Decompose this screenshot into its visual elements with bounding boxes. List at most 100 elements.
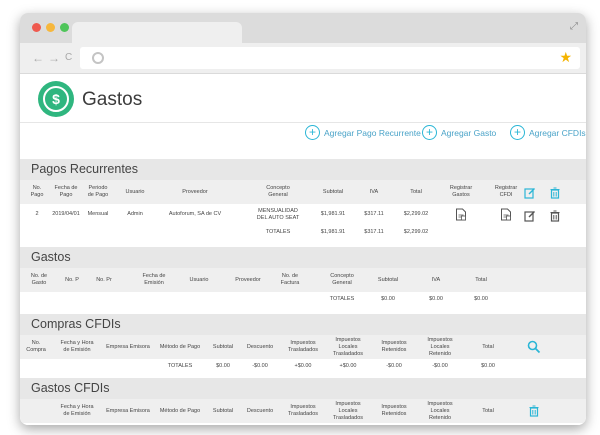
forward-icon[interactable]: →: [48, 51, 60, 65]
column-header: No. Pago: [30, 185, 44, 198]
column-header: No. Pr: [96, 277, 112, 283]
cfdi-purchases-section: Compras CFDIs No. Compra Fecha y Hora de Em…: [20, 314, 586, 375]
totals-row: TOTALES $0.00 -$0.00 +$0.00 +$0.00 -$0.00 -$0.…: [20, 359, 586, 375]
totals-row: TOTALES $0.00 $0.00 $0.00: [20, 292, 586, 308]
column-header: Total: [482, 408, 494, 414]
address-bar[interactable]: ★: [80, 47, 580, 69]
totals-imp-ret: -$0.00: [386, 363, 402, 369]
add-cfdis-button[interactable]: + Agregar CFDIs: [510, 125, 586, 140]
column-header: Subtotal: [212, 408, 234, 414]
totals-imp-tras: +$0.00: [294, 363, 312, 369]
totals-total: $0.00: [481, 363, 495, 369]
table-cell: $1,981.91: [320, 211, 346, 217]
title-bar: ⤢: [20, 13, 586, 43]
table-cell: $2,299.02: [403, 211, 429, 217]
edit-icon[interactable]: [524, 186, 536, 204]
column-header: Fecha de Pago: [54, 185, 78, 198]
column-header: Subtotal: [377, 277, 399, 283]
column-header: Subtotal: [212, 344, 234, 350]
minimize-window-button[interactable]: [46, 23, 55, 32]
back-icon[interactable]: ←: [32, 51, 44, 65]
totals-descuento: -$0.00: [252, 363, 268, 369]
section-title: Pagos Recurrentes: [20, 159, 586, 180]
totals-subtotal: $0.00: [381, 296, 395, 302]
column-header: Proveedor: [235, 277, 261, 283]
column-header: Total: [410, 189, 422, 195]
app-header: $ Gastos: [20, 75, 586, 123]
browser-tab[interactable]: [72, 22, 242, 43]
money-bag-logo-icon: $: [38, 81, 74, 117]
totals-iva: $317.11: [364, 229, 384, 235]
trash-icon[interactable]: [529, 404, 540, 422]
column-header: Descuento: [246, 344, 274, 350]
column-header: Usuario: [189, 277, 209, 283]
browser-window: ⤢ ← → C ★ $ Gastos + Agregar Pago Recurr…: [20, 13, 586, 425]
table-cell: 2019/04/01: [52, 211, 80, 217]
column-header: Empresa Emisora: [106, 344, 150, 350]
column-header: Total: [482, 344, 494, 350]
register-expense-doc-icon[interactable]: [456, 208, 467, 226]
table-cell: 2: [35, 211, 39, 217]
register-cfdi-doc-icon[interactable]: [501, 208, 512, 226]
add-expense-button[interactable]: + Agregar Gasto: [422, 125, 496, 140]
column-header: Descuento: [246, 408, 274, 414]
column-header: Impuestos Locales Retenido: [427, 401, 453, 421]
edit-row-icon[interactable]: [524, 209, 536, 227]
totals-imp-loc-ret: -$0.00: [432, 363, 448, 369]
table-cell: Admin: [127, 211, 143, 217]
table-header: No. Compra Fecha y Hora de Emisión Empresa E…: [20, 335, 586, 359]
plus-circle-icon: +: [422, 125, 437, 140]
section-title: Compras CFDIs: [20, 314, 586, 335]
column-header: Método de Pago: [159, 344, 201, 350]
column-header: Subtotal: [322, 189, 344, 195]
expand-icon[interactable]: ⤢: [570, 21, 578, 32]
column-header: Registrar CFDI: [494, 185, 518, 198]
table-cell: Autoforum, SA de CV: [168, 211, 222, 217]
plus-circle-icon: +: [305, 125, 320, 140]
table-header: Fecha y Hora de Emisión Empresa Emisora Mét…: [20, 399, 586, 423]
column-header: Fecha y Hora de Emisión: [60, 340, 94, 353]
action-label: Agregar Pago Recurrente: [324, 127, 421, 138]
page-title: Gastos: [82, 89, 143, 110]
column-header: Usuario: [125, 189, 145, 195]
add-recurring-payment-button[interactable]: + Agregar Pago Recurrente: [305, 125, 421, 140]
table-cell: MENSUALIDAD DEL AUTO SEAT: [256, 208, 300, 221]
section-title: Gastos: [20, 247, 586, 268]
plus-circle-icon: +: [510, 125, 525, 140]
close-window-button[interactable]: [32, 23, 41, 32]
delete-row-icon[interactable]: [550, 209, 561, 227]
column-header: Fecha y Hora de Emisión: [60, 404, 94, 417]
column-header: Impuestos Locales Trasladados: [332, 337, 364, 357]
totals-subtotal: $1,981.91: [320, 229, 346, 235]
bookmark-star-icon[interactable]: ★: [559, 49, 572, 65]
column-header: Registrar Gastos: [449, 185, 473, 198]
column-header: Concepto General: [330, 273, 354, 286]
recurring-payments-section: Pagos Recurrentes No. Pago Fecha de Pago Per…: [20, 159, 586, 241]
totals-label: TOTALES: [265, 229, 291, 235]
reload-icon[interactable]: C: [65, 52, 73, 63]
action-bar: + Agregar Pago Recurrente + Agregar Gast…: [20, 123, 586, 145]
action-label: Agregar CFDIs: [529, 127, 586, 138]
search-icon[interactable]: [527, 340, 541, 359]
column-header: No. de Factura: [280, 273, 300, 286]
action-label: Agregar Gasto: [441, 127, 497, 138]
navigation-bar: ← → C ★: [20, 43, 586, 74]
column-header: IVA: [431, 277, 441, 283]
column-header: Empresa Emisora: [106, 408, 150, 414]
totals-label: TOTALES: [167, 363, 193, 369]
expenses-section: Gastos No. de Gasto No. P No. Pr Fecha de Emi…: [20, 247, 586, 308]
section-title: Gastos CFDIs: [20, 378, 586, 399]
column-header: Impuestos Trasladados: [287, 340, 319, 353]
table-cell: Mensual: [87, 211, 109, 217]
totals-total: $0.00: [474, 296, 488, 302]
column-header: Fecha de Emisión: [142, 273, 166, 286]
maximize-window-button[interactable]: [60, 23, 69, 32]
column-header: Proveedor: [182, 189, 208, 195]
column-header: Impuestos Retenidos: [381, 404, 407, 417]
trash-icon[interactable]: [550, 186, 561, 204]
table-row: 2 2019/04/01 Mensual Admin Autoforum, SA de …: [20, 204, 586, 225]
column-header: Impuestos Retenidos: [381, 340, 407, 353]
column-header: No. Compra: [26, 340, 46, 353]
column-header: Total: [475, 277, 487, 283]
cfdi-expenses-section: Gastos CFDIs Fecha y Hora de Emisión Empre…: [20, 378, 586, 423]
